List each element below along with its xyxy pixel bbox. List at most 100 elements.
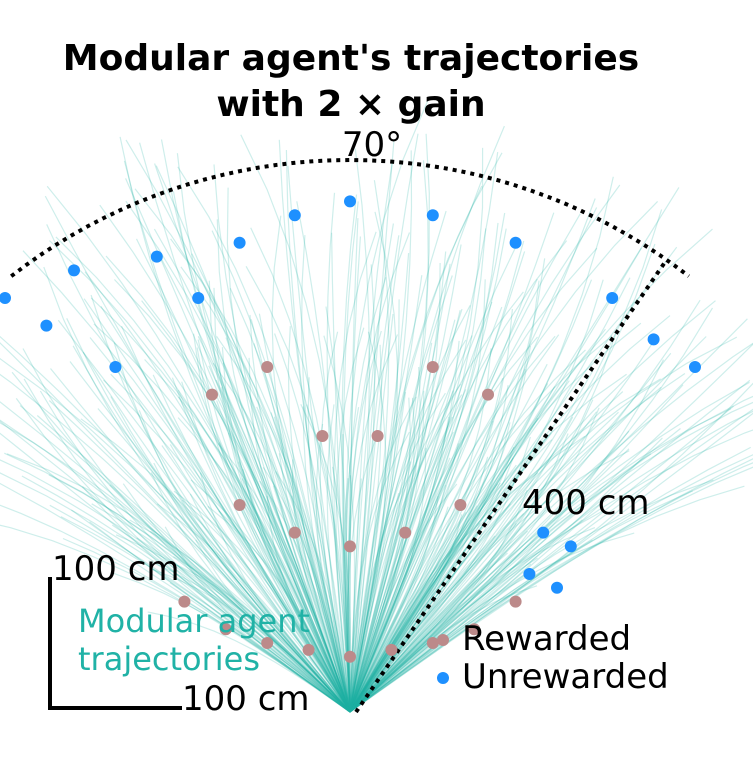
trajectory-line: [153, 228, 351, 713]
trajectory-line: [250, 319, 351, 713]
trajectory-line: [349, 394, 463, 713]
trajectory-line: [0, 373, 351, 713]
rewarded-point: [399, 526, 412, 539]
trajectory-line: [46, 224, 351, 713]
trajectory-line: [229, 288, 351, 713]
trajectory-line: [144, 359, 351, 713]
trajectory-line: [197, 336, 351, 713]
trajectory-line: [0, 357, 351, 713]
trajectory-line: [248, 357, 351, 713]
trajectory-line: [180, 266, 351, 713]
trajectory-line: [134, 188, 351, 713]
trajectory-line: [349, 244, 462, 713]
trajectory-line: [349, 243, 656, 713]
trajectory-line: [150, 530, 351, 713]
trajectory-line: [349, 335, 556, 713]
trajectory-line: [349, 336, 738, 713]
trajectory-line: [83, 298, 351, 713]
trajectory-line: [349, 496, 439, 713]
trajectory-line: [57, 319, 351, 713]
trajectory-line: [349, 511, 467, 713]
trajectory-line: [139, 142, 351, 713]
trajectory-line: [208, 280, 351, 713]
trajectory-line: [349, 228, 713, 713]
trajectory-line: [323, 335, 356, 713]
trajectory-line: [349, 410, 753, 713]
unrewarded-point: [344, 195, 356, 208]
trajectory-line: [141, 300, 351, 713]
trajectory-line: [226, 187, 351, 713]
trajectory-line: [349, 180, 390, 713]
trajectory-line: [207, 505, 351, 713]
trajectory-line: [349, 369, 526, 713]
trajectory-line: [326, 404, 351, 713]
legend-marker-rewarded: [437, 634, 449, 646]
trajectory-line: [349, 200, 659, 713]
trajectory-line: [272, 485, 351, 713]
trajectory-line: [349, 339, 467, 713]
trajectory-line: [0, 422, 351, 713]
trajectory-line: [349, 483, 458, 713]
trajectory-line: [273, 416, 351, 713]
trajectory-line: [349, 416, 574, 713]
trajectory-line: [349, 313, 394, 713]
trajectory-line: [349, 392, 446, 713]
trajectory-line: [349, 472, 539, 713]
trajectory-line: [274, 333, 351, 713]
legend-label-unrewarded: Unrewarded: [462, 657, 669, 697]
trajectory-line: [349, 431, 410, 713]
rewarded-point: [426, 637, 439, 649]
legend: Rewarded Unrewarded: [437, 619, 669, 697]
trajectory-line: [349, 462, 753, 713]
trajectory-line: [349, 301, 493, 713]
rewarded-point: [344, 650, 356, 663]
trajectory-line: [348, 475, 351, 713]
rewarded-point: [219, 623, 232, 636]
trajectory-line: [349, 240, 568, 713]
trajectory-line: [349, 408, 753, 713]
rewarded-point: [385, 643, 398, 656]
trajectory-line: [349, 125, 505, 713]
trajectory-line: [349, 389, 467, 713]
trajectory-line: [349, 552, 508, 713]
trajectory-line: [349, 456, 489, 713]
trajectory-line: [119, 136, 351, 713]
trajectory-line: [349, 235, 400, 713]
unrewarded-point: [0, 292, 11, 304]
trajectory-line: [349, 147, 484, 713]
trajectory-line: [171, 377, 351, 713]
trajectory-line: [216, 400, 351, 713]
trajectory-line: [0, 401, 351, 713]
trajectory-line: [15, 398, 351, 713]
trajectory-line: [349, 251, 447, 713]
trajectory-line: [349, 502, 603, 713]
trajectory-line: [195, 539, 351, 713]
unrewarded-point: [537, 526, 550, 539]
trajectory-line: [349, 412, 753, 713]
trajectory-line: [135, 238, 351, 713]
trajectory-line: [349, 279, 604, 713]
trajectory-line: [349, 331, 618, 713]
trajectory-line: [349, 395, 753, 713]
trajectory-line: [346, 437, 377, 713]
rewarded-point: [371, 430, 384, 442]
trajectory-line: [349, 307, 714, 713]
rewarded-point: [426, 361, 439, 373]
trajectory-line: [173, 490, 351, 713]
legend-marker-unrewarded: [437, 672, 449, 684]
trajectory-line: [349, 213, 581, 713]
trajectory-line: [347, 330, 382, 713]
trajectory-line: [82, 351, 351, 713]
trajectory-line: [193, 333, 351, 713]
trajectory-line: [349, 432, 552, 713]
trajectory-line: [215, 379, 351, 713]
unrewarded-point: [288, 209, 301, 222]
trajectory-line: [349, 133, 430, 713]
rewarded-point: [454, 499, 467, 511]
trajectory-line: [349, 433, 569, 713]
trajectory-line: [349, 148, 371, 713]
trajectory-line: [164, 526, 351, 713]
trajectory-line: [349, 264, 376, 713]
trajectory-line: [349, 484, 447, 713]
trajectory-line: [349, 530, 529, 713]
